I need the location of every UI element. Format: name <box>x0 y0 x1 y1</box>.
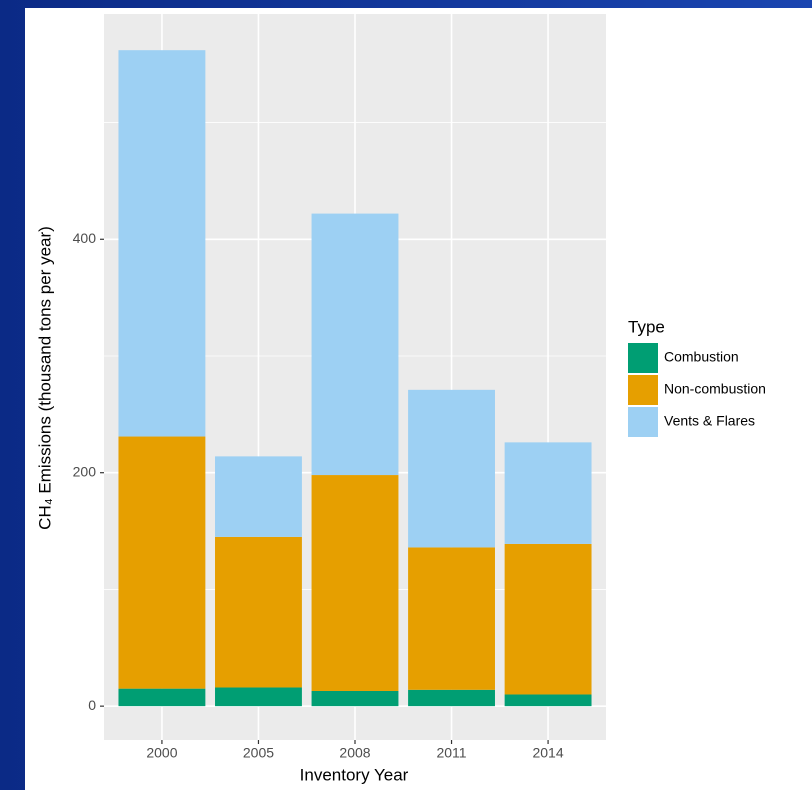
bar-segment <box>215 536 302 688</box>
bar-segment <box>408 389 495 548</box>
y-axis-title: CH₄ Emissions (thousand tons per year) <box>35 226 54 530</box>
y-tick-label: 0 <box>88 697 96 713</box>
bar-segment <box>311 213 399 476</box>
legend-key <box>628 343 658 373</box>
bar-segment <box>311 475 399 691</box>
y-tick-label: 200 <box>73 463 97 479</box>
bar-segment <box>118 50 206 437</box>
x-axis-title: Inventory Year <box>300 765 409 784</box>
bar-segment <box>408 547 495 690</box>
bar-segment <box>215 687 302 707</box>
x-tick-label: 2005 <box>243 745 274 761</box>
x-tick-label: 2014 <box>532 745 563 761</box>
x-tick-label: 2008 <box>339 745 370 761</box>
bar-segment <box>504 442 592 544</box>
legend-label: Combustion <box>664 349 739 365</box>
bar-segment <box>118 688 206 707</box>
legend-key <box>628 407 658 437</box>
x-tick-label: 2011 <box>436 745 466 761</box>
bar-segment <box>311 690 399 707</box>
y-tick-label: 400 <box>73 230 97 246</box>
bar-segment <box>504 543 592 695</box>
bar-segment <box>504 694 592 707</box>
legend-label: Vents & Flares <box>664 413 755 429</box>
legend-key <box>628 375 658 405</box>
bar-segment <box>215 456 302 537</box>
legend-label: Non-combustion <box>664 381 766 397</box>
bar-segment <box>118 436 206 689</box>
bar-segment <box>408 689 495 707</box>
x-tick-label: 2000 <box>146 745 177 761</box>
legend-title: Type <box>628 317 665 336</box>
